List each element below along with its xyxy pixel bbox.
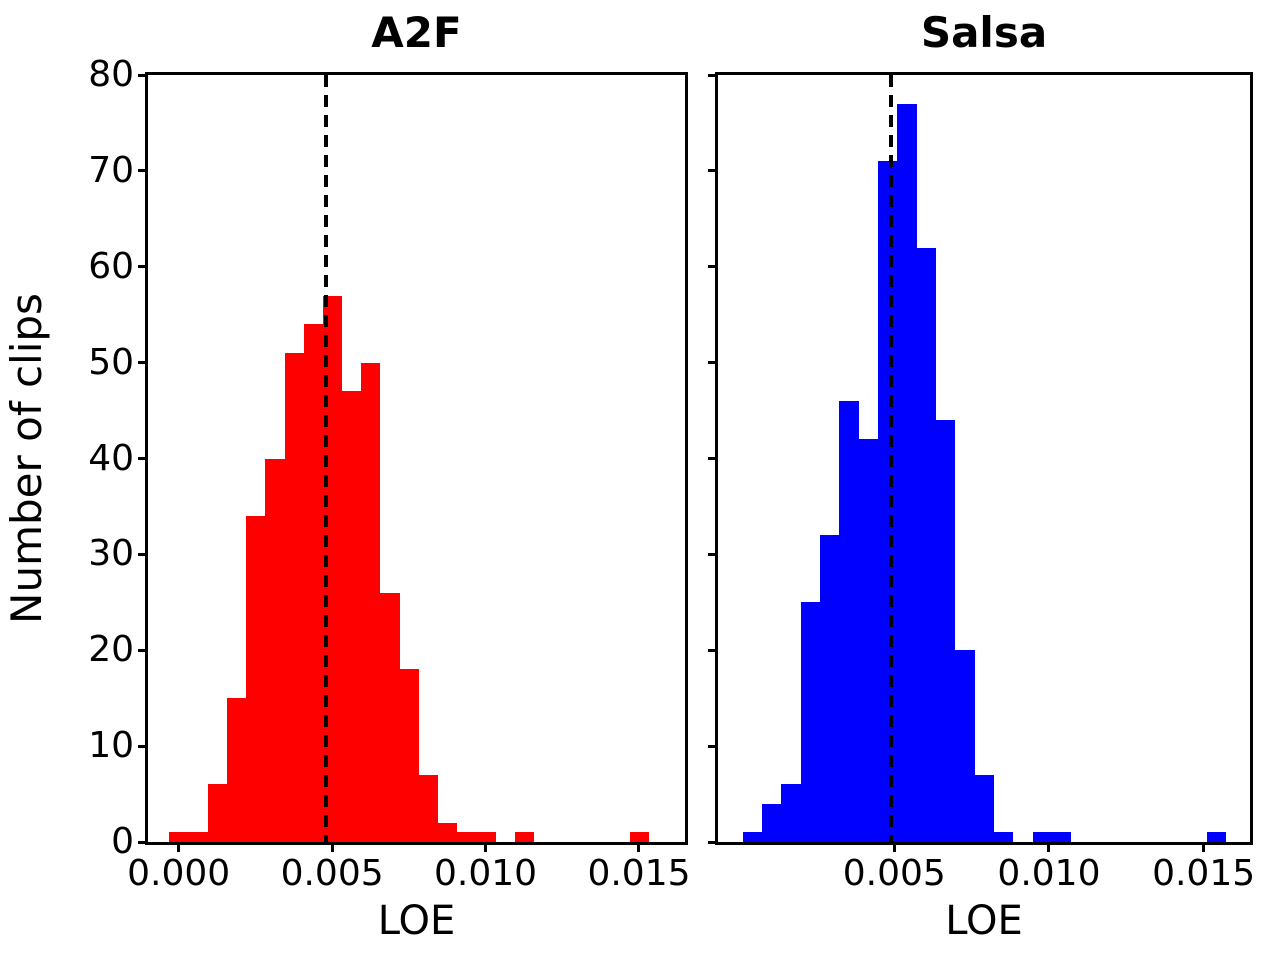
x-tick xyxy=(484,842,488,852)
histogram-bar xyxy=(303,324,323,842)
histogram-bar xyxy=(1052,832,1072,842)
x-tick xyxy=(330,842,334,852)
y-tick-label: 40 xyxy=(88,437,134,479)
histogram-bar xyxy=(936,420,956,842)
y-tick xyxy=(708,552,718,556)
histogram-bar xyxy=(762,803,782,842)
y-tick xyxy=(708,840,718,844)
histogram-bar xyxy=(361,362,381,842)
y-tick-label: 70 xyxy=(88,149,134,191)
panel-salsa: Salsa 0.005 0.010 0.015 LOE xyxy=(708,12,1255,941)
x-tick-label: 0.005 xyxy=(280,853,384,894)
x-axis-label-a2f: LOE xyxy=(377,898,456,944)
histogram-bar xyxy=(955,650,975,842)
histogram-bar xyxy=(227,698,247,842)
y-tick xyxy=(708,457,718,460)
y-tick xyxy=(708,169,718,173)
y-tick xyxy=(138,73,148,77)
histogram-bar xyxy=(878,161,898,842)
plot-area-salsa: 0.005 0.010 0.015 xyxy=(708,72,1255,892)
histogram-bar xyxy=(781,784,801,842)
histogram-bar xyxy=(974,774,995,842)
histogram-bar xyxy=(742,832,763,842)
y-tick xyxy=(138,744,148,748)
y-tick xyxy=(138,648,148,652)
x-tick xyxy=(1202,842,1206,852)
histogram-bar xyxy=(169,832,189,842)
y-tick xyxy=(708,73,718,77)
x-tick-label: 0.010 xyxy=(434,853,538,894)
histogram-bar xyxy=(1206,832,1227,842)
x-tick xyxy=(637,842,641,852)
y-tick-label: 50 xyxy=(88,341,134,383)
panel-title-salsa: Salsa xyxy=(920,8,1048,57)
histogram-bar xyxy=(418,774,438,842)
x-tick-label: 0.015 xyxy=(1152,853,1256,894)
y-tick-label: 80 xyxy=(88,54,134,95)
y-axis-label: Number of clips xyxy=(2,293,51,624)
histogram-bar xyxy=(820,535,840,842)
x-tick xyxy=(892,842,896,852)
histogram-bar xyxy=(380,592,400,842)
x-tick xyxy=(1047,842,1051,852)
y-tick xyxy=(138,840,148,844)
y-tick xyxy=(138,169,148,173)
x-tick-label: 0.015 xyxy=(587,853,691,894)
panel-title-a2f: A2F xyxy=(371,8,462,57)
histogram-bar xyxy=(897,103,917,842)
x-axis-label-salsa: LOE xyxy=(945,898,1023,944)
histogram-bar xyxy=(858,439,879,842)
y-tick xyxy=(708,361,718,365)
x-tick-label: 0.010 xyxy=(997,853,1101,894)
histogram-bar xyxy=(629,832,649,842)
histogram-bar xyxy=(437,822,458,842)
x-tick xyxy=(177,842,181,852)
y-tick xyxy=(138,361,148,365)
y-tick xyxy=(138,552,148,556)
histogram-bar xyxy=(284,353,304,842)
histogram-bar xyxy=(188,832,208,842)
y-tick-label: 60 xyxy=(88,245,134,287)
histogram-bar xyxy=(457,832,477,842)
median-dashed-line xyxy=(323,75,328,842)
plot-area-a2f: 0.000 0.005 0.010 0.015 0 10 20 30 40 50 60 70 80 xyxy=(88,57,690,892)
histogram-bar xyxy=(265,458,285,842)
y-tick-label: 0 xyxy=(111,821,134,862)
y-tick-label: 30 xyxy=(88,533,134,575)
histogram-bar xyxy=(399,669,419,842)
y-tick xyxy=(138,265,148,269)
histogram-bar xyxy=(800,602,821,842)
histogram-bar xyxy=(994,832,1014,842)
x-tick-label: 0.000 xyxy=(127,853,231,894)
histogram-bar xyxy=(246,516,266,842)
y-tick-label: 10 xyxy=(88,725,134,767)
histogram-bar xyxy=(476,832,496,842)
y-tick xyxy=(708,648,718,652)
y-tick-label: 20 xyxy=(88,629,134,671)
histogram-bar xyxy=(207,784,227,842)
histogram-bar xyxy=(916,247,937,842)
histogram-bar xyxy=(342,391,362,842)
histogram-bar xyxy=(1032,832,1053,842)
y-tick xyxy=(708,265,718,269)
panel-a2f: A2F 0.000 0.005 0.010 0.015 0 10 20 30 40 50 60 70 8… xyxy=(88,12,690,942)
y-tick xyxy=(708,744,718,748)
median-dashed-line xyxy=(889,75,894,842)
histogram-bar xyxy=(839,400,859,842)
histogram-bar xyxy=(514,832,534,842)
x-tick-label: 0.005 xyxy=(842,853,946,894)
y-tick xyxy=(138,457,148,460)
